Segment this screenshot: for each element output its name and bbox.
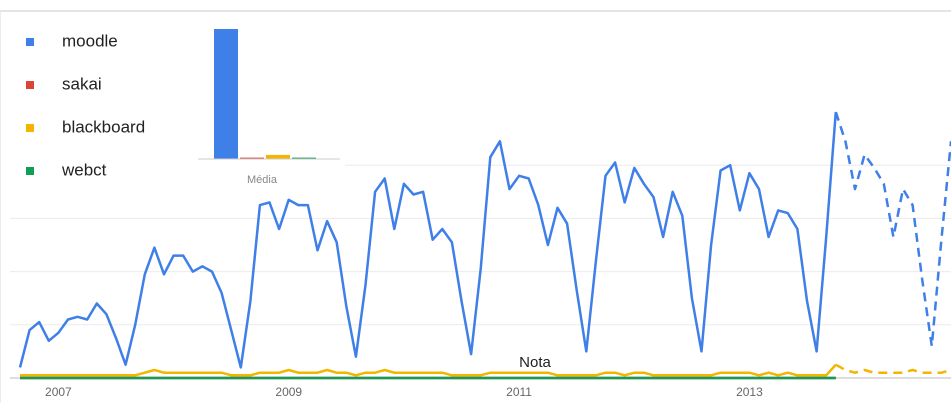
legend-swatch	[26, 81, 34, 89]
legend-label: webct	[61, 160, 107, 179]
x-axis-labels: 2007 2009 2011 2013	[45, 385, 763, 399]
legend-swatch	[26, 167, 34, 175]
series-line	[20, 363, 837, 377]
legend-label: sakai	[62, 74, 102, 93]
legend-swatch	[26, 124, 34, 132]
x-tick-label: 2013	[736, 385, 763, 399]
x-tick-label: 2011	[506, 385, 532, 399]
legend-swatch	[26, 38, 34, 46]
legend-panel	[10, 22, 175, 192]
plot	[18, 111, 951, 380]
legend-label: blackboard	[62, 117, 145, 136]
legend-label: moodle	[62, 31, 118, 50]
x-tick-label: 2007	[45, 385, 72, 399]
average-label: Média	[247, 174, 278, 186]
forecast-line	[835, 363, 951, 374]
average-panel	[175, 22, 345, 192]
annotation: Nota	[519, 354, 551, 371]
forecast-line	[834, 111, 951, 348]
average-bar	[240, 157, 264, 159]
series-line	[18, 111, 838, 369]
average-bar	[292, 157, 316, 159]
average-bar	[214, 29, 238, 159]
x-tick-label: 2009	[275, 385, 302, 399]
legend: moodle sakai blackboard webct	[26, 31, 145, 179]
average-chart: Média	[198, 29, 340, 186]
average-bar	[266, 154, 290, 159]
